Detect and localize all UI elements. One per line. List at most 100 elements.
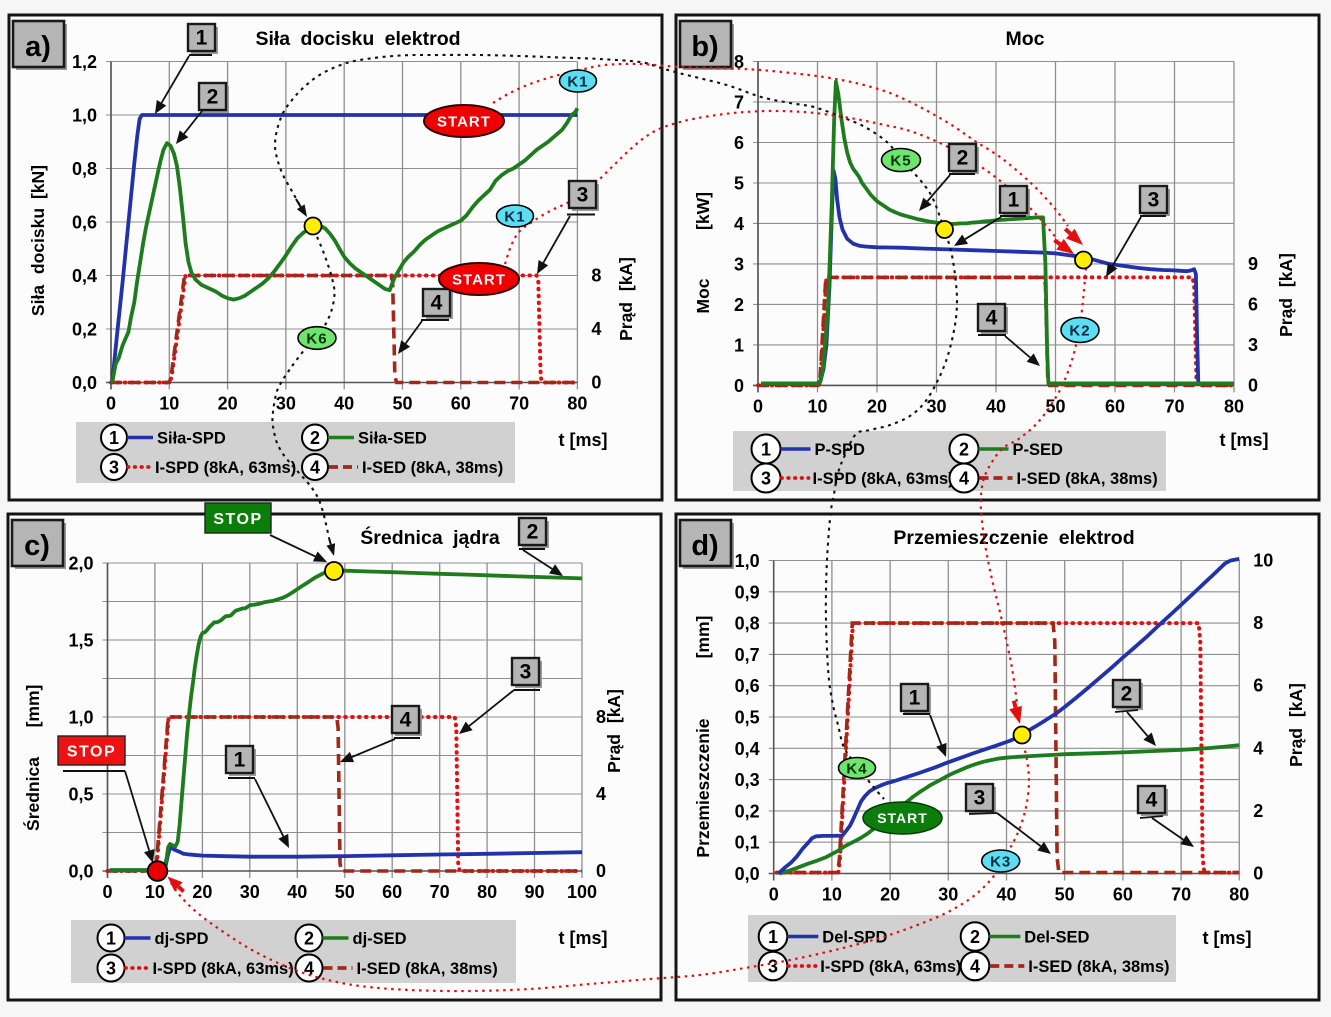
svg-text:1: 1 (234, 749, 246, 772)
svg-text:Moc: Moc (693, 278, 713, 313)
svg-text:I-SPD (8kA, 63ms): I-SPD (8kA, 63ms) (155, 459, 296, 477)
svg-text:70: 70 (509, 394, 529, 414)
svg-text:2: 2 (207, 86, 219, 109)
svg-text:3: 3 (109, 458, 119, 478)
svg-text:0,2: 0,2 (72, 320, 97, 340)
svg-text:0,3: 0,3 (735, 770, 760, 790)
svg-text:Średnica: Średnica (22, 757, 43, 831)
svg-text:8: 8 (1253, 613, 1263, 633)
svg-text:0,0: 0,0 (72, 373, 97, 393)
svg-text:4: 4 (591, 319, 601, 339)
svg-text:0,9: 0,9 (735, 582, 760, 602)
svg-text:K1: K1 (504, 208, 525, 225)
svg-text:20: 20 (880, 885, 900, 905)
svg-text:6: 6 (1253, 676, 1263, 696)
svg-text:[mm]: [mm] (23, 685, 43, 728)
svg-text:2: 2 (959, 440, 969, 460)
svg-text:1,0: 1,0 (72, 106, 97, 126)
svg-text:8: 8 (734, 52, 744, 72)
svg-text:4: 4 (400, 709, 412, 732)
svg-text:9: 9 (1248, 254, 1258, 274)
svg-text:2: 2 (304, 929, 314, 949)
svg-text:2: 2 (1121, 683, 1133, 706)
svg-text:4: 4 (1253, 738, 1263, 758)
svg-text:Siła-SPD: Siła-SPD (157, 430, 226, 448)
svg-text:5: 5 (734, 174, 744, 194)
svg-text:6: 6 (734, 133, 744, 153)
svg-text:50: 50 (1055, 885, 1075, 905)
svg-text:P-SPD: P-SPD (815, 441, 866, 459)
svg-text:10: 10 (807, 396, 827, 416)
svg-text:4: 4 (1146, 789, 1158, 812)
svg-text:40: 40 (287, 882, 307, 902)
svg-text:3: 3 (577, 184, 589, 207)
svg-text:3: 3 (768, 957, 778, 977)
svg-text:60: 60 (382, 882, 402, 902)
svg-text:Del-SED: Del-SED (1024, 929, 1089, 947)
svg-text:2: 2 (970, 927, 980, 947)
svg-text:0,7: 0,7 (735, 645, 760, 665)
svg-text:K4: K4 (846, 760, 867, 777)
svg-text:0,1: 0,1 (735, 833, 760, 853)
svg-text:4: 4 (596, 784, 606, 804)
svg-text:60: 60 (1105, 396, 1125, 416)
svg-text:Przemieszczenie elektrod: Przemieszczenie elektrod (893, 527, 1134, 549)
svg-text:1: 1 (109, 428, 119, 448)
svg-text:90: 90 (524, 882, 544, 902)
svg-text:2: 2 (734, 295, 744, 315)
svg-text:8: 8 (596, 707, 606, 727)
svg-text:30: 30 (240, 882, 260, 902)
svg-text:0: 0 (1248, 375, 1258, 395)
svg-text:t [ms]: t [ms] (559, 928, 608, 948)
svg-text:dj-SPD: dj-SPD (155, 930, 209, 948)
svg-text:0: 0 (596, 861, 606, 881)
svg-text:4: 4 (970, 957, 980, 977)
svg-text:0,4: 0,4 (735, 739, 760, 759)
svg-text:4: 4 (304, 959, 314, 979)
svg-text:0,6: 0,6 (735, 676, 760, 696)
svg-text:0: 0 (102, 882, 112, 902)
svg-text:80: 80 (477, 882, 497, 902)
svg-text:K3: K3 (990, 853, 1011, 870)
svg-text:STOP: STOP (67, 743, 116, 760)
svg-text:0,6: 0,6 (72, 213, 97, 233)
svg-text:20: 20 (192, 882, 212, 902)
svg-text:4: 4 (431, 292, 443, 315)
svg-text:Siła docisku elektrod: Siła docisku elektrod (255, 28, 460, 50)
svg-text:10: 10 (822, 885, 842, 905)
svg-text:Del-SPD: Del-SPD (822, 929, 887, 947)
svg-text:[mm]: [mm] (693, 616, 713, 659)
svg-text:80: 80 (1224, 396, 1244, 416)
svg-text:0: 0 (1253, 864, 1263, 884)
svg-text:dj-SED: dj-SED (353, 930, 407, 948)
svg-text:1: 1 (761, 440, 771, 460)
svg-text:Moc: Moc (1006, 28, 1045, 50)
svg-text:40: 40 (334, 394, 354, 414)
svg-text:1,0: 1,0 (68, 708, 93, 728)
svg-text:80: 80 (567, 394, 587, 414)
svg-text:30: 30 (276, 394, 296, 414)
svg-text:t [ms]: t [ms] (1203, 928, 1252, 948)
svg-text:Przemieszczenie: Przemieszczenie (693, 718, 713, 857)
svg-text:1: 1 (1008, 189, 1020, 212)
svg-text:K5: K5 (890, 152, 911, 169)
svg-text:0,8: 0,8 (72, 159, 97, 179)
svg-text:P-SED: P-SED (1013, 441, 1064, 459)
svg-text:START: START (437, 113, 491, 130)
svg-text:2: 2 (527, 521, 539, 544)
svg-text:0: 0 (769, 885, 779, 905)
svg-text:0,2: 0,2 (735, 801, 760, 821)
svg-text:3: 3 (1248, 335, 1258, 355)
svg-text:I-SED (8kA, 38ms): I-SED (8kA, 38ms) (1028, 958, 1169, 976)
svg-text:20: 20 (218, 394, 238, 414)
svg-text:1,2: 1,2 (72, 52, 97, 72)
svg-text:Prąd [kA]: Prąd [kA] (1286, 683, 1306, 767)
svg-text:3: 3 (520, 661, 532, 684)
svg-text:6: 6 (1248, 294, 1258, 314)
svg-text:1: 1 (106, 929, 116, 949)
svg-text:0,5: 0,5 (735, 708, 760, 728)
svg-text:0: 0 (106, 394, 116, 414)
svg-text:K2: K2 (1069, 322, 1090, 339)
svg-text:I-SED (8kA, 38ms): I-SED (8kA, 38ms) (1017, 470, 1158, 488)
svg-text:3: 3 (1148, 189, 1160, 212)
